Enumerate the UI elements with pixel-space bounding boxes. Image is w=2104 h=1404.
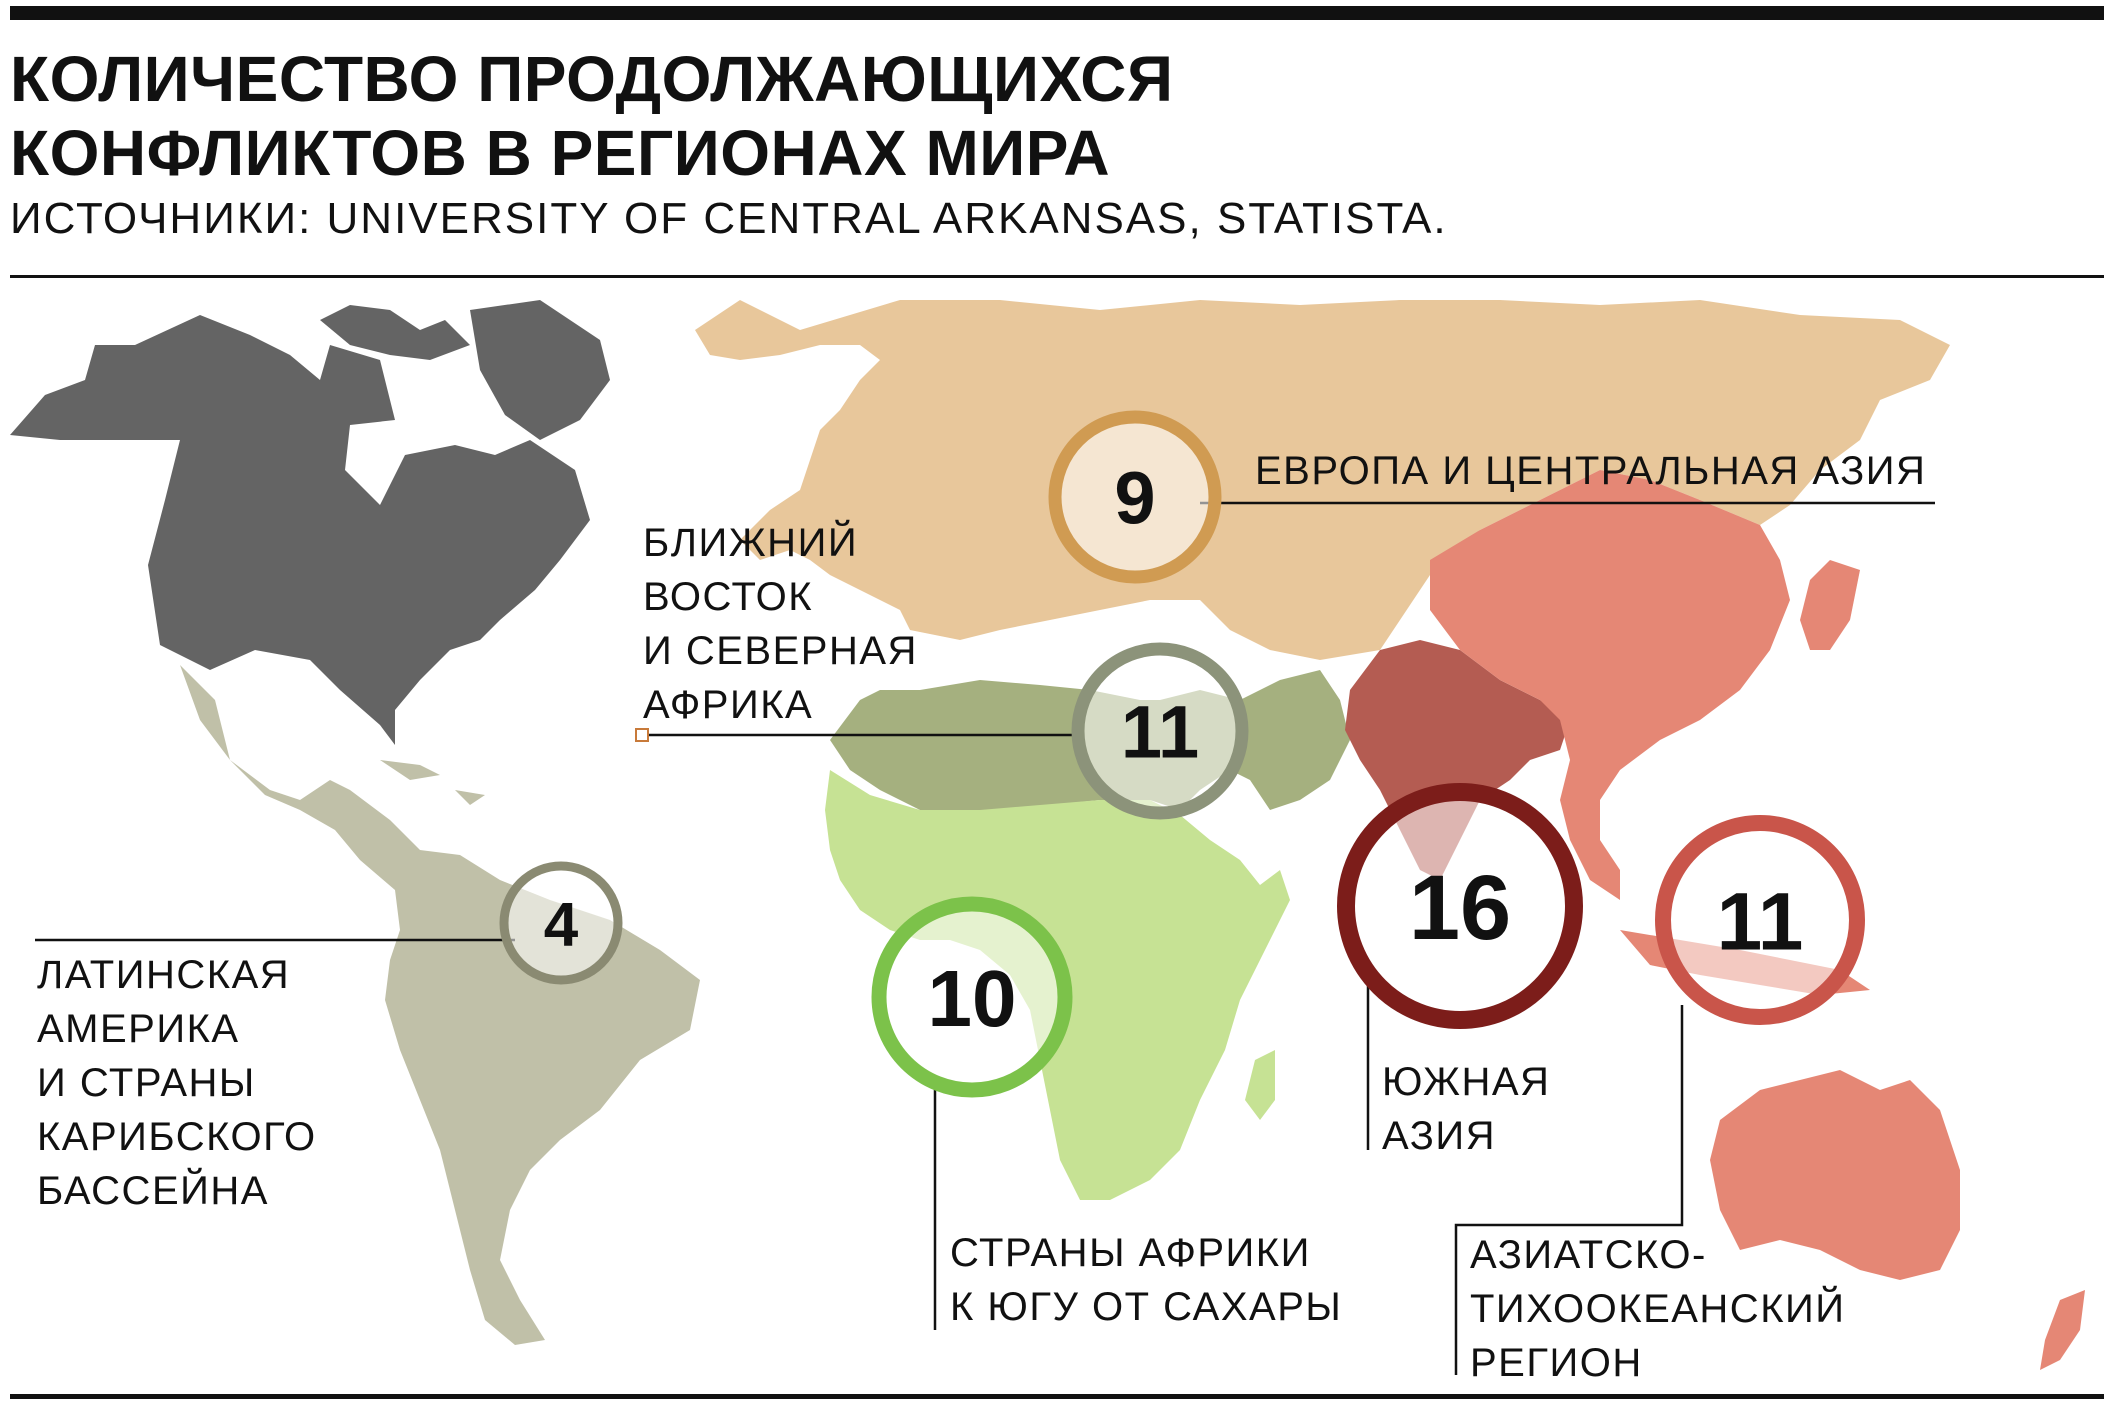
region-greenland: [470, 300, 610, 440]
label-line: КАРИБСКОГО: [37, 1115, 317, 1159]
region-uk: [920, 500, 960, 560]
label-line: АФРИКА: [643, 683, 814, 727]
header-divider: [10, 275, 2104, 278]
region-north-america: [10, 315, 590, 745]
region-new-zealand: [2040, 1290, 2085, 1370]
badge-value: 10: [928, 954, 1017, 1043]
label-line: ВОСТОК: [643, 575, 814, 619]
label-line: РЕГИОН: [1470, 1341, 1643, 1385]
region-caribbean: [380, 760, 485, 805]
badge-ring: [499, 861, 623, 985]
leader-lines: [35, 501, 1935, 1375]
label-line: БАССЕЙНА: [37, 1169, 269, 1213]
leader-anchor: [635, 728, 649, 742]
label-line: ЛАТИНСКАЯ: [37, 953, 291, 997]
badge-ring: [1337, 783, 1583, 1029]
title-line-2: КОНФЛИКТОВ В РЕГИОНАХ МИРА: [10, 117, 1111, 189]
badge-mena: 11: [1071, 642, 1249, 820]
label-line: И СЕВЕРНАЯ: [643, 629, 918, 673]
badge-value: 11: [1121, 691, 1199, 774]
region-australia: [1710, 1070, 1960, 1280]
label-apac: АЗИАТСКО- ТИХООКЕАНСКИЙ РЕГИОН: [1470, 1228, 1846, 1390]
badge-value: 9: [1114, 457, 1155, 540]
badge-ring: [1655, 815, 1865, 1025]
label-south-asia: ЮЖНАЯ АЗИЯ: [1382, 1055, 1550, 1163]
badge-ssa: 10: [871, 896, 1073, 1098]
title-line-1: КОЛИЧЕСТВО ПРОДОЛЖАЮЩИХСЯ: [10, 43, 1174, 115]
leader-apac: [1454, 1005, 1684, 1375]
label-line: АЗИЯ: [1382, 1114, 1497, 1158]
badge-south-asia: 16: [1337, 783, 1583, 1029]
region-asia-pacific: [1430, 470, 1790, 900]
label-line: АМЕРИКА: [37, 1007, 240, 1051]
badge-value: 16: [1409, 857, 1511, 959]
page-title: КОЛИЧЕСТВО ПРОДОЛЖАЮЩИХСЯ КОНФЛИКТОВ В Р…: [10, 42, 1173, 190]
badge-europe: 9: [1048, 410, 1222, 584]
badge-value: 4: [544, 890, 579, 959]
bottom-rule: [10, 1394, 2104, 1399]
label-ssa: СТРАНЫ АФРИКИ К ЮГУ ОТ САХАРЫ: [950, 1226, 1342, 1334]
label-line: ТИХООКЕАНСКИЙ: [1470, 1287, 1846, 1331]
badge-ring: [1048, 410, 1222, 584]
label-line: БЛИЖНИЙ: [643, 521, 859, 565]
region-madagascar: [1245, 1050, 1275, 1120]
label-latam: ЛАТИНСКАЯ АМЕРИКА И СТРАНЫ КАРИБСКОГО БА…: [37, 948, 317, 1218]
badge-latam: 4: [499, 861, 623, 985]
region-latin-america: [180, 665, 700, 1345]
label-line: СТРАНЫ АФРИКИ: [950, 1231, 1311, 1275]
badge-apac: 11: [1655, 815, 1865, 1025]
badge-ring: [871, 896, 1073, 1098]
label-mena: БЛИЖНИЙ ВОСТОК И СЕВЕРНАЯ АФРИКА: [643, 516, 918, 732]
label-line: ЮЖНАЯ: [1382, 1060, 1551, 1104]
source-text: ИСТОЧНИКИ: UNIVERSITY OF CENTRAL ARKANSA…: [10, 194, 1448, 243]
label-line: И СТРАНЫ: [37, 1061, 256, 1105]
region-badges: 9 11 4 10 16 11: [499, 410, 1865, 1098]
badge-value: 11: [1717, 877, 1804, 968]
region-europe-central-asia: [695, 300, 1950, 660]
label-line: К ЮГУ ОТ САХАРЫ: [950, 1285, 1343, 1329]
label-line: ЕВРОПА И ЦЕНТРАЛЬНАЯ АЗИЯ: [1255, 449, 1927, 493]
badge-ring: [1071, 642, 1249, 820]
region-japan: [1800, 560, 1860, 650]
label-line: АЗИАТСКО-: [1470, 1233, 1707, 1277]
region-arctic-islands: [320, 305, 470, 360]
top-rule: [10, 6, 2104, 20]
label-europe: ЕВРОПА И ЦЕНТРАЛЬНАЯ АЗИЯ: [1255, 444, 1926, 498]
